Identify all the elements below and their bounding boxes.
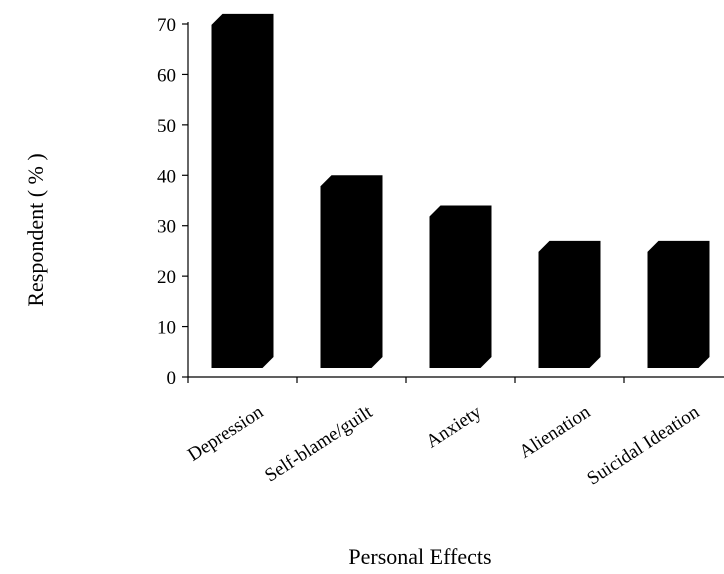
y-tick-label: 0 (167, 368, 177, 389)
y-tick-label: 50 (157, 116, 176, 137)
y-tick-label: 20 (157, 267, 176, 288)
x-tick-label: Alienation (516, 401, 595, 463)
bar-depression (211, 13, 274, 369)
y-axis-label: Respondent ( % ) (23, 153, 48, 306)
y-tick-label: 40 (157, 166, 176, 187)
bars (211, 13, 710, 369)
y-tick-label: 10 (157, 318, 176, 339)
bar-anxiety (429, 205, 492, 368)
bar-alienation (538, 240, 601, 368)
x-tick-label: Self-blame/guilt (261, 401, 377, 486)
x-axis-label: Personal Effects (348, 544, 491, 569)
bar-suicidal-ideation (647, 240, 710, 368)
y-tick-label: 70 (157, 15, 176, 36)
y-tick-label: 30 (157, 217, 176, 238)
x-tick-label: Suicidal Ideation (583, 401, 703, 489)
y-tick-label: 60 (157, 65, 176, 86)
x-tick-label: Anxiety (422, 401, 485, 452)
y-axis: 0 10 20 30 40 50 60 70 (157, 15, 189, 389)
bar-self-blame-guilt (320, 175, 383, 368)
x-tick-label: Depression (184, 401, 268, 465)
